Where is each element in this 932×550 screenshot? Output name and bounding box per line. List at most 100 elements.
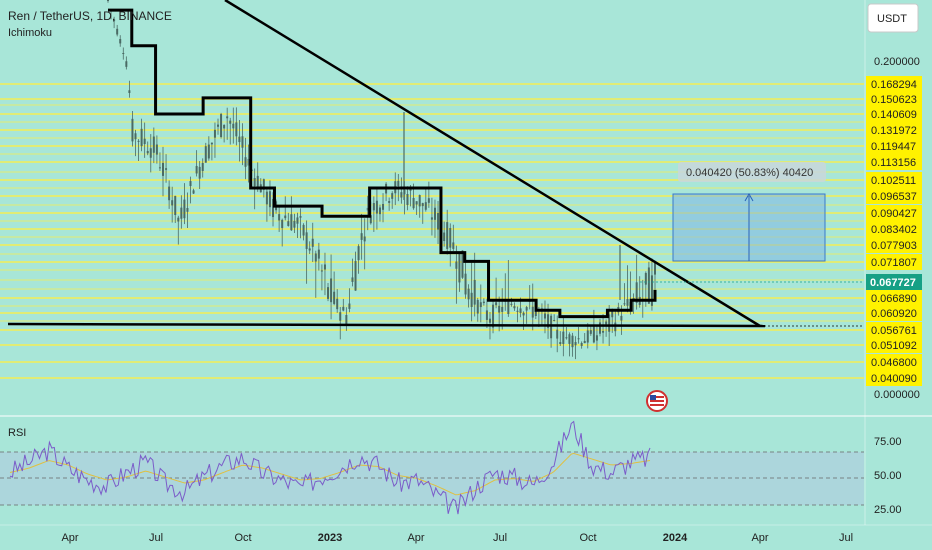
candle-body xyxy=(452,242,455,249)
current-price-label: 0.067727 xyxy=(870,277,916,289)
candle-body xyxy=(162,162,165,176)
level-tick-label: 0.056761 xyxy=(871,325,917,337)
candle-body xyxy=(192,190,195,194)
candle-body xyxy=(235,122,238,137)
candle-body xyxy=(171,200,174,206)
candle-body xyxy=(620,315,623,321)
candle-body xyxy=(220,114,223,137)
candle-body xyxy=(501,306,504,312)
price-axis: 0.200000 0.000000 0.168294 0.150623 0.140609… xyxy=(640,56,922,401)
candle-body xyxy=(241,136,244,148)
candle-body xyxy=(299,216,302,218)
candle-body xyxy=(323,264,326,270)
candle-body xyxy=(320,270,323,272)
candle-body xyxy=(644,272,647,285)
candle-body xyxy=(562,331,565,344)
candle-body xyxy=(498,305,501,313)
candle-body xyxy=(473,279,476,305)
time-tick-label: Apr xyxy=(61,532,78,544)
candle-body xyxy=(317,249,320,259)
candle-body xyxy=(149,148,152,158)
candle-body xyxy=(482,301,485,304)
rsi-tick-label: 50.00 xyxy=(874,470,902,482)
indicator-title: Ichimoku xyxy=(8,27,52,39)
candle-body xyxy=(201,162,204,171)
level-tick-bg xyxy=(866,76,922,92)
candle-body xyxy=(391,193,394,199)
candle-body xyxy=(461,250,464,278)
candle-body xyxy=(223,124,226,129)
candle-body xyxy=(654,262,656,275)
candle-body xyxy=(342,306,345,311)
descending-trendline[interactable] xyxy=(224,0,761,328)
candle-body xyxy=(650,275,653,306)
candle-body xyxy=(437,213,440,230)
ichimoku-path xyxy=(108,8,657,319)
level-tick-label: 0.096537 xyxy=(871,191,917,203)
candle-body xyxy=(608,314,611,332)
candle-body xyxy=(247,158,250,166)
candle-body xyxy=(574,342,577,346)
candle-body xyxy=(614,322,617,332)
rsi-series xyxy=(9,420,651,515)
level-tick-bg xyxy=(866,322,922,338)
candle-body xyxy=(507,299,510,315)
level-tick-bg xyxy=(866,91,922,107)
candle-body xyxy=(495,302,498,306)
candle-body xyxy=(293,220,296,228)
candle-body xyxy=(262,179,265,190)
candle-body xyxy=(553,320,556,322)
us-flag-icon[interactable] xyxy=(646,390,668,412)
level-tick-bg xyxy=(866,221,922,237)
currency-button[interactable] xyxy=(867,3,919,33)
candle-body xyxy=(265,191,268,205)
candle-body xyxy=(146,150,149,154)
level-tick-label: 0.060920 xyxy=(871,308,917,320)
candle-body xyxy=(626,299,629,306)
candle-body xyxy=(360,233,363,240)
candle-body xyxy=(406,194,409,205)
candle-body xyxy=(519,308,522,313)
candle-body xyxy=(107,0,109,1)
time-tick-label: 2023 xyxy=(318,532,342,544)
candle-body xyxy=(513,306,516,309)
candle-body xyxy=(278,214,281,221)
candle-body xyxy=(244,157,247,167)
candle-body xyxy=(424,202,427,210)
candle-body xyxy=(314,253,317,262)
candle-body xyxy=(470,292,473,307)
candle-body xyxy=(226,116,229,119)
candle-body xyxy=(479,302,482,308)
candle-body xyxy=(125,61,128,67)
candle-body xyxy=(131,118,134,142)
time-tick-label: Apr xyxy=(751,532,768,544)
candle-body xyxy=(400,192,403,198)
candle-body xyxy=(602,330,605,333)
level-tick-label: 0.051092 xyxy=(871,340,917,352)
candle-body xyxy=(256,175,259,189)
support-line[interactable] xyxy=(7,322,766,328)
level-tick-label: 0.150623 xyxy=(871,94,917,106)
candle-body xyxy=(116,28,119,35)
candle-body xyxy=(589,330,592,334)
candle-body xyxy=(311,238,314,247)
candle-body xyxy=(547,314,550,328)
time-tick-label: Oct xyxy=(579,532,596,544)
candle-body xyxy=(290,214,293,231)
time-tick-label: Jul xyxy=(493,532,507,544)
candle-body xyxy=(605,321,608,325)
candle-body xyxy=(155,144,158,155)
candle-body xyxy=(113,19,116,22)
candle-body xyxy=(357,246,360,261)
candle-body xyxy=(287,221,290,226)
candle-body xyxy=(525,307,528,311)
level-tick-label: 0.119447 xyxy=(871,141,916,153)
candle-body xyxy=(559,342,562,345)
rsi-tick-label: 75.00 xyxy=(874,436,902,448)
candle-body xyxy=(122,52,125,54)
candle-body xyxy=(302,224,305,236)
candle-body xyxy=(333,291,336,304)
candle-body xyxy=(382,203,385,210)
candle-body xyxy=(369,215,372,224)
candle-body xyxy=(485,310,488,320)
